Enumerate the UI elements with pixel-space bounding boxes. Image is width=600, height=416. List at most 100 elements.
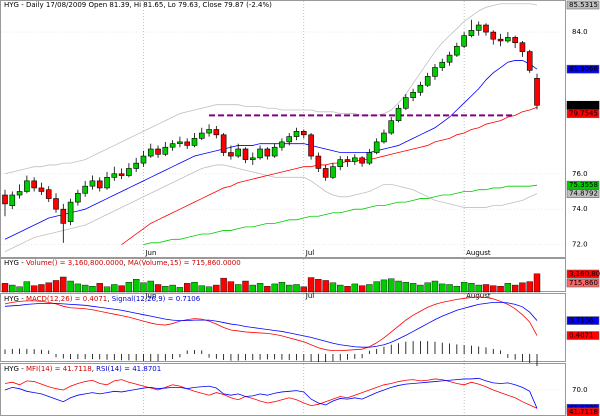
candle-body — [322, 168, 329, 178]
value-box-label: 75.3558 — [569, 181, 598, 189]
volume-bar — [16, 286, 23, 293]
chart-title: HYG - Daily 17/08/2009 Open 81.39, Hi 81… — [4, 1, 272, 9]
volume-bar — [147, 280, 154, 293]
volume-bar — [490, 285, 497, 293]
volume-bar — [74, 283, 82, 293]
candle-body — [60, 208, 67, 224]
panel-frame — [0, 0, 566, 258]
volume-bar — [205, 286, 213, 293]
volume-bar — [235, 284, 242, 293]
volume-bar — [460, 281, 468, 293]
volume-bar — [220, 277, 227, 293]
candle-body — [403, 97, 409, 109]
volume-bar — [504, 283, 512, 293]
x-tick-label: August — [466, 249, 491, 257]
value-box-label: 81.9066 — [569, 65, 598, 73]
candle-body — [118, 173, 125, 176]
volume-bar — [111, 284, 118, 293]
candle-body — [373, 141, 380, 153]
legend-entry: MACD(12,26) = 0.4071 — [26, 295, 107, 303]
volume-bar — [446, 284, 453, 293]
volume-bar — [366, 284, 373, 293]
volume-bar — [322, 280, 329, 293]
candle-body — [359, 157, 365, 164]
volume-bar — [344, 286, 351, 293]
volume-bar — [23, 281, 31, 293]
candle-body — [242, 148, 249, 160]
value-box-label: 0.4071 — [569, 332, 594, 340]
candle-body — [228, 152, 234, 157]
candle-body — [279, 141, 285, 148]
volume-bar — [191, 281, 198, 293]
candle-body — [439, 61, 446, 68]
candle-body — [2, 194, 8, 205]
series-line — [4, 164, 538, 253]
value-box — [566, 278, 600, 288]
candle-body — [410, 92, 416, 98]
candle-body — [395, 107, 402, 121]
candle-body — [505, 37, 511, 42]
volume-bar — [242, 280, 249, 293]
volume-bar — [38, 284, 45, 293]
candle-body — [45, 189, 52, 199]
volume-bar — [81, 284, 89, 293]
value-box — [566, 331, 600, 340]
candle-body — [162, 146, 169, 155]
candle-body — [16, 191, 23, 196]
volume-bar — [169, 284, 176, 293]
value-box — [566, 407, 600, 416]
candle-body — [38, 187, 45, 192]
candle-body — [446, 54, 453, 63]
candle-body — [300, 130, 307, 136]
candle-body — [126, 168, 132, 176]
volume-bar — [519, 282, 526, 293]
value-box — [566, 316, 600, 325]
volume-bar — [380, 279, 388, 293]
legend: HYG - MACD(12,26) = 0.4071, Signal(12,26… — [4, 295, 201, 303]
candle-body — [308, 134, 314, 157]
candle-body — [235, 148, 242, 157]
candle-body — [24, 180, 30, 192]
candle-body — [483, 24, 489, 33]
volume-bar — [249, 284, 256, 293]
panel-frame — [0, 293, 566, 362]
candle-body — [184, 141, 190, 146]
volume-bar — [300, 286, 307, 293]
candle-body — [468, 30, 475, 36]
candle-body — [133, 162, 139, 169]
candle-body — [330, 166, 336, 178]
volume-bar — [409, 283, 417, 293]
value-box — [566, 189, 600, 198]
legend-entry: Signal(12,26,9) = 0.7106 — [112, 295, 201, 303]
candle-body — [519, 42, 526, 52]
volume-bar — [439, 283, 446, 293]
volume-bar — [468, 283, 475, 293]
y-tick-label: 76.0 — [572, 170, 588, 178]
candle-body — [490, 31, 497, 40]
volume-bar — [358, 285, 366, 293]
volume-bar — [497, 286, 504, 293]
volume-bar — [89, 286, 96, 293]
value-box-label: 0.7106 — [569, 317, 594, 325]
volume-bar — [307, 277, 315, 293]
candle-body — [213, 129, 220, 136]
series-line — [4, 377, 538, 409]
y-tick-label: 72.0 — [572, 241, 588, 249]
series-line — [4, 3, 538, 175]
value-box-label: 715,860 — [569, 279, 598, 287]
candle-body — [147, 148, 154, 157]
candle-body — [82, 185, 88, 194]
volume-bar — [52, 280, 60, 293]
candle-body — [293, 130, 300, 137]
volume-bar — [140, 282, 147, 293]
candle-body — [31, 180, 37, 189]
y-tick-label: 74.0 — [572, 205, 588, 213]
volume-bar — [293, 284, 300, 293]
legend: HYG - Volume() = 3,160,800.0000, MA(Volu… — [4, 259, 241, 267]
value-box-label: 79.7545 — [569, 110, 598, 118]
value-box-label: 74.8792 — [569, 190, 598, 198]
candle-body — [89, 180, 96, 187]
volume-bar — [1, 283, 9, 293]
volume-bar — [154, 284, 162, 293]
